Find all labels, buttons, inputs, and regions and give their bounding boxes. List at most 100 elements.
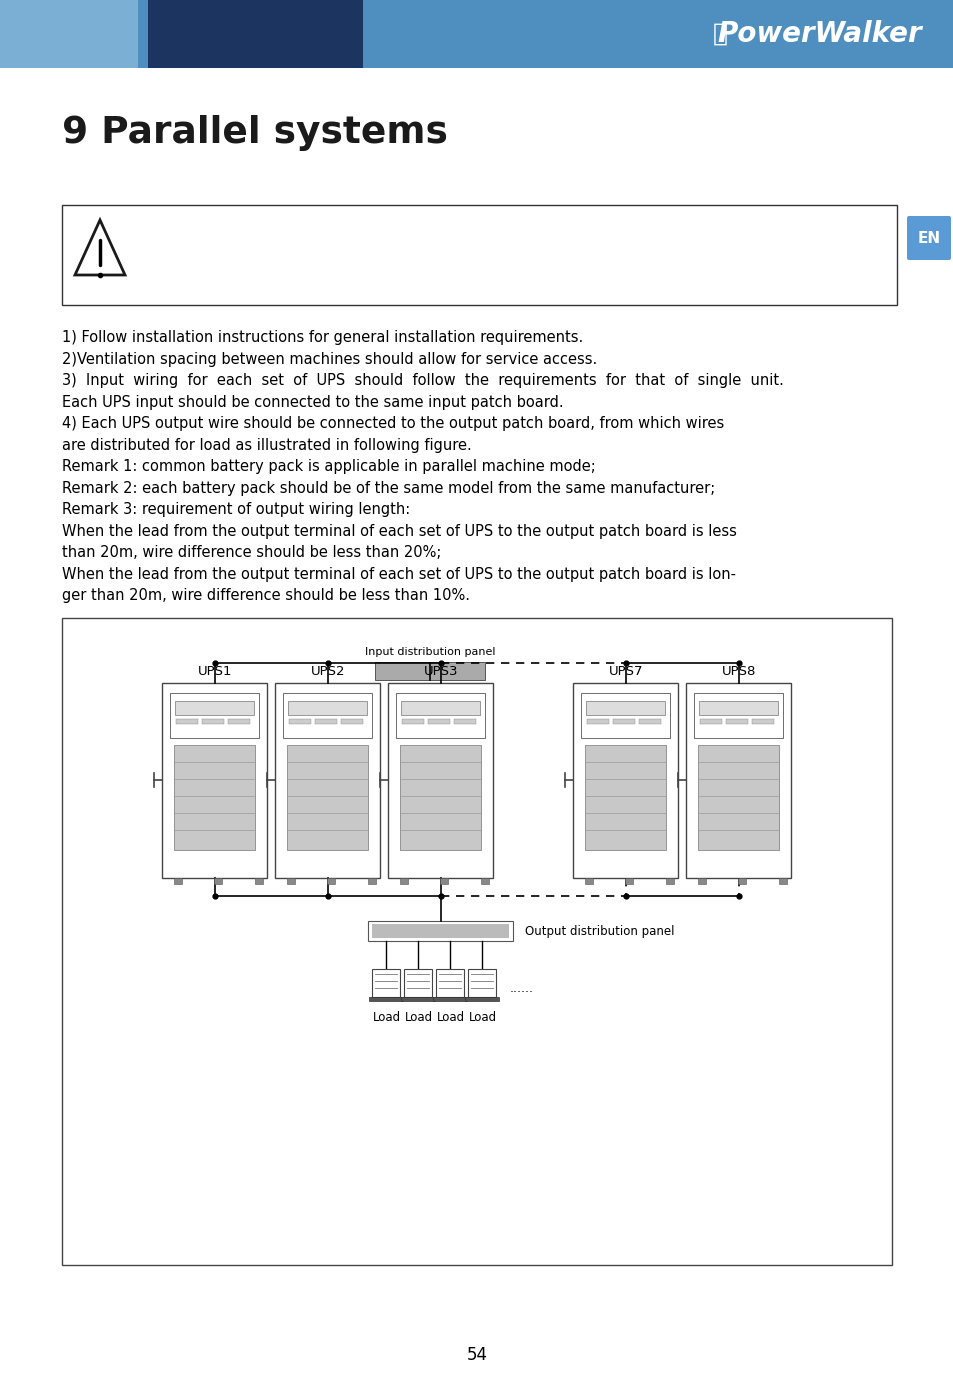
Text: Parallel is only connected to identical ports for the UPS of same models and kVA: Parallel is only connected to identical … <box>74 269 715 285</box>
Bar <box>587 719 609 724</box>
Bar <box>368 878 376 884</box>
Text: UPS2: UPS2 <box>311 665 345 679</box>
Bar <box>174 745 255 850</box>
Bar <box>401 701 480 714</box>
Bar <box>440 878 448 884</box>
Bar <box>0 0 953 68</box>
Bar <box>396 692 485 738</box>
Bar <box>581 692 670 738</box>
Text: than 20m, wire difference should be less than 20%;: than 20m, wire difference should be less… <box>62 545 441 560</box>
Bar <box>699 701 778 714</box>
Bar <box>372 969 400 996</box>
Bar <box>202 719 224 724</box>
Bar <box>465 996 499 1001</box>
Bar <box>175 701 254 714</box>
Bar <box>400 745 481 850</box>
Bar <box>0 0 138 68</box>
Text: When the lead from the output terminal of each set of UPS to the output patch bo: When the lead from the output terminal o… <box>62 524 736 539</box>
Bar <box>275 683 380 878</box>
Text: Output distribution panel: Output distribution panel <box>525 925 675 937</box>
Text: PowerWalker: PowerWalker <box>717 19 922 48</box>
Bar <box>428 719 450 724</box>
Text: Remark 1: common battery pack is applicable in parallel machine mode;: Remark 1: common battery pack is applica… <box>62 459 595 474</box>
Text: 54: 54 <box>466 1346 487 1364</box>
Bar <box>315 719 337 724</box>
Text: Load: Load <box>372 1012 400 1024</box>
Bar <box>287 878 295 884</box>
Bar <box>214 878 222 884</box>
Text: 9 Parallel systems: 9 Parallel systems <box>62 115 447 151</box>
Text: ......: ...... <box>509 981 533 995</box>
Text: 4) Each UPS output wire should be connected to the output patch board, from whic: 4) Each UPS output wire should be connec… <box>62 416 723 431</box>
Bar <box>388 683 493 878</box>
Bar <box>162 683 267 878</box>
Bar <box>375 662 484 680</box>
Bar <box>62 618 891 1265</box>
Bar <box>752 719 774 724</box>
Text: Note!: Note! <box>140 229 182 245</box>
Bar <box>454 719 476 724</box>
Text: UPS7: UPS7 <box>608 665 642 679</box>
Text: Each UPS input should be connected to the same input patch board.: Each UPS input should be connected to th… <box>62 394 563 409</box>
Text: 1) Follow installation instructions for general installation requirements.: 1) Follow installation instructions for … <box>62 330 582 346</box>
Bar <box>372 925 509 938</box>
Bar <box>613 719 635 724</box>
Text: Ⓟ: Ⓟ <box>712 22 727 46</box>
Bar <box>229 719 251 724</box>
Bar <box>148 0 363 68</box>
Bar <box>433 996 467 1001</box>
Text: Load: Load <box>436 1012 464 1024</box>
Bar <box>700 719 721 724</box>
Text: UPS8: UPS8 <box>721 665 756 679</box>
Bar <box>288 701 367 714</box>
Bar <box>401 996 435 1001</box>
Text: Input distribution panel: Input distribution panel <box>364 647 495 656</box>
Bar <box>779 878 786 884</box>
Bar <box>62 205 896 305</box>
Bar <box>176 719 198 724</box>
Bar <box>283 692 372 738</box>
Bar <box>402 719 424 724</box>
Bar <box>369 996 403 1001</box>
Bar <box>174 878 182 884</box>
Bar <box>327 878 335 884</box>
Text: Load: Load <box>404 1012 432 1024</box>
Text: 2)Ventilation spacing between machines should allow for service access.: 2)Ventilation spacing between machines s… <box>62 351 597 366</box>
Text: ger than 20m, wire difference should be less than 10%.: ger than 20m, wire difference should be … <box>62 587 470 603</box>
Text: Load: Load <box>468 1012 497 1024</box>
Text: 3)  Input  wiring  for  each  set  of  UPS  should  follow  the  requirements  f: 3) Input wiring for each set of UPS shou… <box>62 373 783 388</box>
Bar <box>726 719 748 724</box>
Text: Remark 2: each battery pack should be of the same model from the same manufactur: Remark 2: each battery pack should be of… <box>62 481 715 496</box>
Bar <box>404 969 432 996</box>
Bar <box>255 878 263 884</box>
Bar <box>585 878 593 884</box>
Bar <box>481 878 489 884</box>
Polygon shape <box>75 220 125 275</box>
Bar <box>586 701 665 714</box>
Bar <box>573 683 678 878</box>
Bar <box>625 878 633 884</box>
Bar <box>468 969 496 996</box>
Text: are distributed for load as illustrated in following figure.: are distributed for load as illustrated … <box>62 438 471 452</box>
Bar <box>436 969 464 996</box>
Bar <box>639 719 660 724</box>
Bar <box>698 745 779 850</box>
Text: EN: EN <box>917 231 940 246</box>
Text: UPS1: UPS1 <box>197 665 232 679</box>
Bar <box>289 719 312 724</box>
Bar <box>341 719 363 724</box>
Bar <box>738 878 745 884</box>
Bar <box>686 683 791 878</box>
Text: Remark 3: requirement of output wiring length:: Remark 3: requirement of output wiring l… <box>62 502 410 517</box>
Bar <box>698 878 706 884</box>
Bar <box>171 692 259 738</box>
FancyBboxPatch shape <box>906 216 950 260</box>
Text: When the lead from the output terminal of each set of UPS to the output patch bo: When the lead from the output terminal o… <box>62 567 735 582</box>
Text: UPS3: UPS3 <box>423 665 457 679</box>
Bar <box>666 878 674 884</box>
Bar <box>585 745 666 850</box>
Bar <box>694 692 782 738</box>
Bar <box>400 878 408 884</box>
Bar <box>287 745 368 850</box>
Bar <box>368 920 513 941</box>
